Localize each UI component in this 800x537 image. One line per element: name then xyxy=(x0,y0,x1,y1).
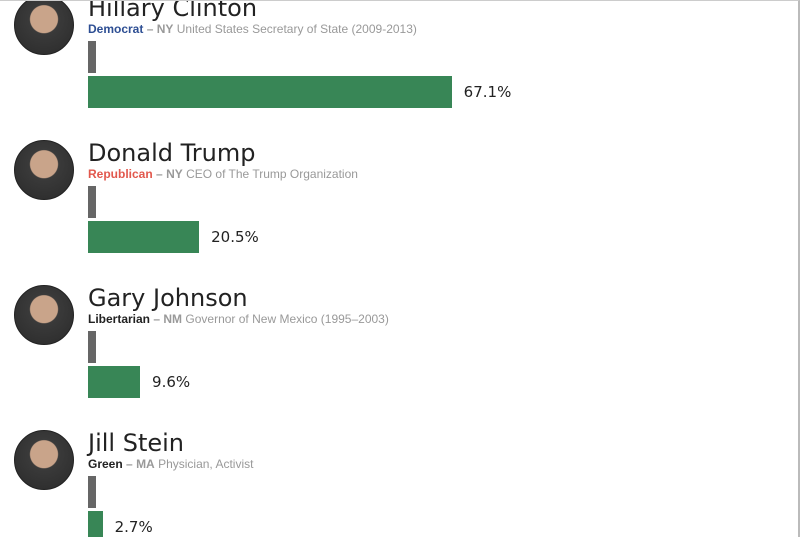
candidate-name: Donald Trump xyxy=(88,139,256,167)
state: NY xyxy=(166,167,183,181)
baseline-bar xyxy=(88,331,96,363)
state: MA xyxy=(136,457,155,471)
bar xyxy=(88,511,103,537)
description: CEO of The Trump Organization xyxy=(186,167,358,181)
bar xyxy=(88,366,141,398)
bar xyxy=(88,76,452,108)
subtitle: Republican – NY CEO of The Trump Organiz… xyxy=(88,166,358,182)
value-label: 20.5% xyxy=(211,228,259,246)
photo xyxy=(14,285,74,345)
photo xyxy=(14,140,74,200)
state: NY xyxy=(156,22,174,36)
separator: – xyxy=(156,167,163,181)
separator: – xyxy=(126,457,133,471)
baseline-bar xyxy=(88,41,96,73)
candidate-name: Jill Stein xyxy=(88,429,184,457)
value-label: 67.1% xyxy=(463,83,512,101)
description: Governor of New Mexico (1995–2003) xyxy=(185,312,389,326)
party: Libertarian xyxy=(88,312,151,326)
candidate-name: Hillary Clinton xyxy=(88,0,258,22)
separator: – xyxy=(146,22,154,36)
baseline-bar xyxy=(88,476,96,508)
party: Republican xyxy=(88,167,153,181)
bar xyxy=(88,221,200,253)
value-label: 9.6% xyxy=(152,373,191,391)
subtitle: Libertarian – NM Governor of New Mexico … xyxy=(88,311,389,327)
baseline-bar xyxy=(88,186,96,218)
separator: – xyxy=(153,312,161,326)
description: Physician, Activist xyxy=(158,457,254,471)
candidate-name: Gary Johnson xyxy=(88,284,248,312)
description: United States Secretary of State (2009-2… xyxy=(176,22,417,36)
photo xyxy=(14,1,74,55)
party: Green xyxy=(88,457,123,471)
subtitle: Democrat – NY United States Secretary of… xyxy=(88,21,417,37)
value-label: 2.7% xyxy=(114,518,153,536)
photo xyxy=(14,430,74,490)
party: Democrat xyxy=(88,22,144,36)
state: NM xyxy=(163,312,183,326)
subtitle: Green – MA Physician, Activist xyxy=(88,456,253,472)
